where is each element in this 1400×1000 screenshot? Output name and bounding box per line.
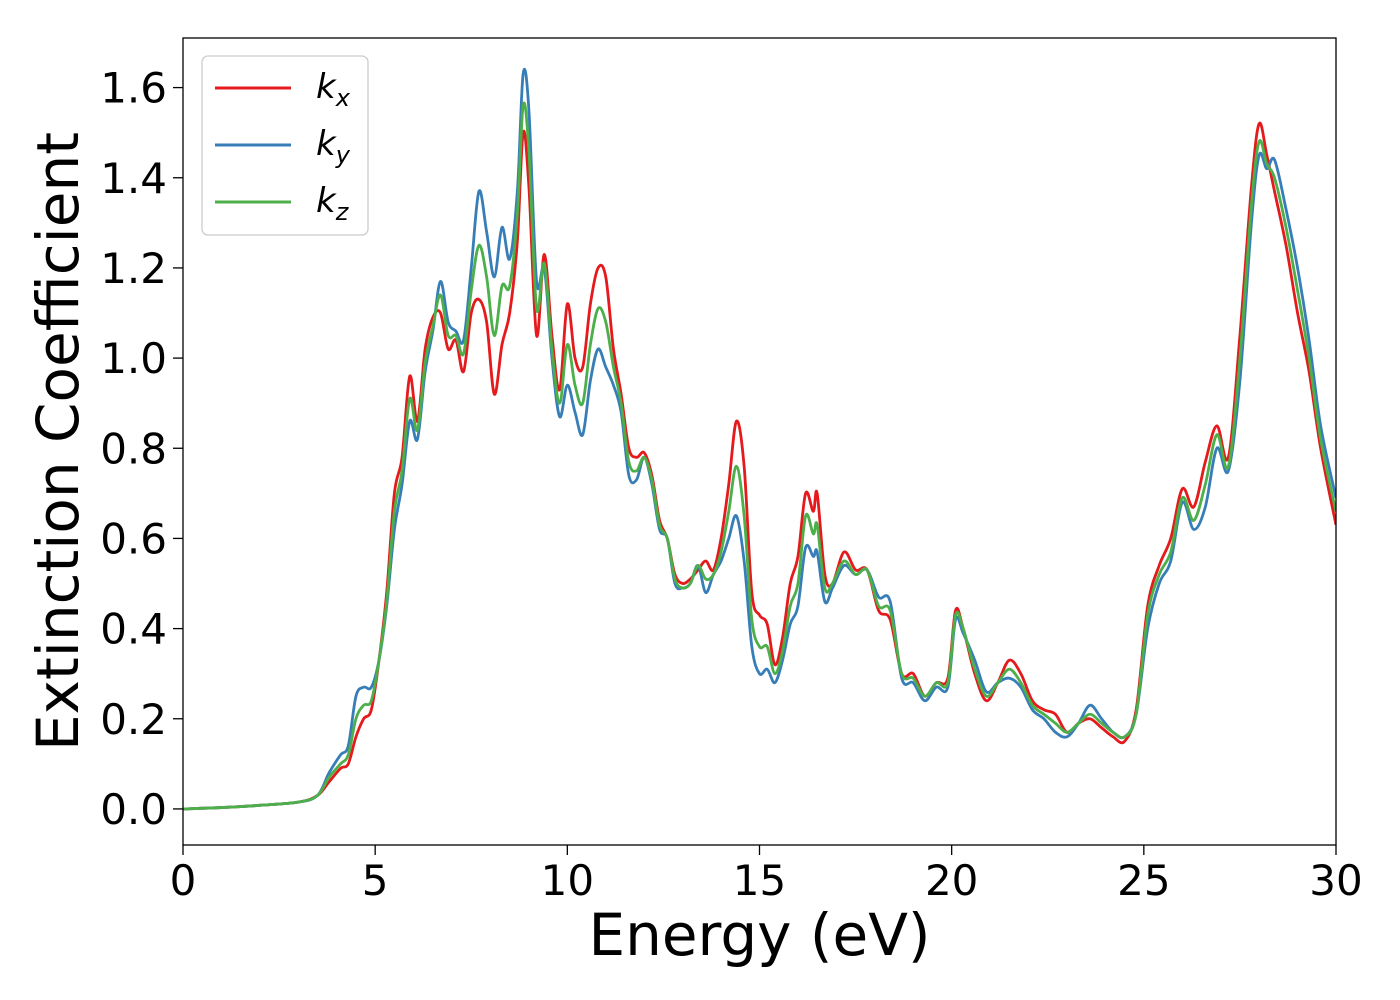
legend-label-z: kz (316, 181, 350, 226)
x-tick-label: 0 (170, 856, 197, 905)
y-tick-label: 0.2 (100, 695, 167, 744)
x-tick-label: 20 (925, 856, 978, 905)
legend-label-y: ky (316, 124, 351, 169)
y-tick-label: 1.4 (100, 154, 167, 203)
x-axis: 0 5 10 15 20 25 30 (170, 845, 1363, 905)
x-axis-label: Energy (eV) (588, 901, 930, 969)
y-tick-label: 1.6 (100, 64, 167, 113)
x-tick-label: 15 (733, 856, 786, 905)
y-tick-label: 0.8 (100, 424, 167, 473)
y-axis: 0.0 0.2 0.4 0.6 0.8 1.0 1.2 1.4 1.6 (100, 64, 183, 834)
y-tick-label: 1.2 (100, 244, 167, 293)
x-tick-label: 5 (362, 856, 389, 905)
x-tick-label: 10 (541, 856, 594, 905)
y-axis-label: Extinction Coefficient (24, 132, 92, 751)
series-layer (183, 67, 1336, 811)
x-tick-label: 30 (1309, 856, 1362, 905)
y-tick-label: 0.6 (100, 514, 167, 563)
x-tick-label: 25 (1117, 856, 1170, 905)
y-tick-label: 0.4 (100, 605, 167, 654)
y-tick-label: 1.0 (100, 334, 167, 383)
legend: kx ky kz (201, 55, 369, 236)
legend-label-x: kx (316, 67, 351, 112)
series-line-z (183, 101, 1336, 811)
y-tick-label: 0.0 (100, 785, 167, 834)
